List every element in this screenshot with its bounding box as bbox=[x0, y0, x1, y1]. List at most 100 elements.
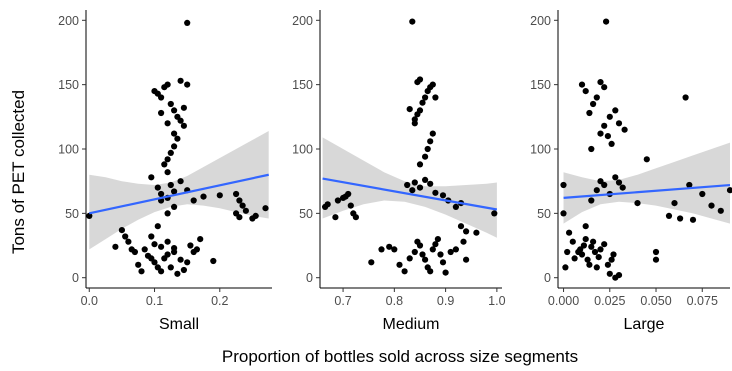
scatter-point bbox=[386, 243, 393, 250]
scatter-point bbox=[416, 242, 424, 249]
scatter-point bbox=[164, 156, 171, 163]
scatter-point bbox=[416, 184, 424, 191]
scatter-point bbox=[604, 261, 612, 268]
scatter-point bbox=[422, 256, 429, 263]
scatter-point bbox=[262, 205, 269, 212]
x-axis-label: Proportion of bottles sold across size s… bbox=[222, 347, 578, 366]
scatter-point bbox=[615, 179, 623, 186]
scatter-point bbox=[236, 214, 243, 221]
scatter-point bbox=[566, 229, 573, 236]
scatter-point bbox=[460, 238, 467, 245]
confidence-band bbox=[322, 137, 497, 238]
scatter-point bbox=[424, 145, 431, 153]
scatter-point bbox=[236, 197, 243, 204]
facet-x-label: Small bbox=[159, 316, 199, 333]
x-tick-label: 0.000 bbox=[548, 294, 579, 308]
x-tick-label: 0.075 bbox=[687, 294, 718, 308]
scatter-point bbox=[118, 227, 125, 234]
scatter-point bbox=[401, 268, 408, 275]
scatter-point bbox=[171, 107, 178, 114]
y-tick-label: 100 bbox=[530, 143, 551, 157]
scatter-point bbox=[601, 122, 608, 129]
scatter-point bbox=[590, 100, 597, 108]
y-tick-label: 50 bbox=[537, 207, 551, 221]
scatter-point bbox=[193, 246, 200, 253]
scatter-point bbox=[141, 246, 148, 253]
scatter-point bbox=[406, 255, 413, 262]
trend-line bbox=[563, 183, 730, 200]
scatter-point bbox=[578, 251, 586, 258]
scatter-point bbox=[167, 149, 174, 156]
scatter-point bbox=[154, 184, 161, 191]
scatter-point bbox=[588, 145, 595, 153]
scatter-point bbox=[597, 79, 604, 86]
x-tick-label: 0.9 bbox=[437, 294, 454, 308]
scatter-point bbox=[125, 238, 132, 245]
scatter-point bbox=[652, 248, 660, 256]
scatter-point bbox=[588, 197, 595, 204]
scatter-point bbox=[171, 188, 178, 195]
scatter-point bbox=[717, 207, 724, 214]
scatter-point bbox=[595, 254, 602, 261]
scatter-point bbox=[597, 130, 604, 137]
y-tick-label: 100 bbox=[292, 143, 313, 157]
scatter-point bbox=[161, 255, 168, 262]
facet-panels: 0 50 100 150 200 0.0 0.1 0.2 Small 0 50 100 150 200 0.… bbox=[58, 10, 732, 333]
scatter-point bbox=[442, 269, 449, 276]
scatter-point bbox=[584, 256, 591, 263]
scatter-point bbox=[409, 187, 416, 194]
scatter-point bbox=[569, 238, 576, 245]
scatter-point bbox=[612, 174, 619, 181]
scatter-point bbox=[593, 264, 600, 271]
scatter-point bbox=[151, 259, 158, 266]
scatter-point bbox=[332, 214, 339, 221]
scatter-point bbox=[610, 251, 617, 258]
scatter-point bbox=[432, 189, 439, 196]
scatter-point bbox=[171, 130, 178, 137]
scatter-point bbox=[577, 246, 584, 253]
scatter-point bbox=[174, 270, 181, 277]
scatter-point bbox=[252, 212, 259, 219]
scatter-point bbox=[597, 246, 604, 253]
scatter-point bbox=[452, 246, 459, 253]
scatter-point bbox=[151, 241, 158, 248]
x-tick-label: 0.7 bbox=[334, 294, 351, 308]
y-axis-label: Tons of PET collected bbox=[9, 90, 28, 254]
y-tick-label: 150 bbox=[530, 78, 551, 92]
scatter-point bbox=[432, 94, 439, 101]
scatter-point bbox=[180, 266, 187, 274]
scatter-point bbox=[167, 181, 174, 189]
scatter-point bbox=[86, 212, 93, 219]
scatter-point bbox=[463, 256, 470, 263]
scatter-point bbox=[588, 243, 595, 250]
y-tick-label: 200 bbox=[58, 14, 79, 28]
scatter-point bbox=[447, 248, 454, 256]
scatter-point bbox=[671, 200, 678, 207]
scatter-point bbox=[154, 223, 161, 230]
scatter-point bbox=[164, 169, 171, 176]
scatter-point bbox=[184, 259, 191, 266]
scatter-point bbox=[590, 238, 597, 245]
scatter-point bbox=[200, 193, 207, 200]
trend-line bbox=[322, 177, 498, 211]
facet-x-label: Large bbox=[624, 316, 665, 333]
scatter-point bbox=[593, 187, 600, 194]
scatter-point bbox=[167, 264, 174, 271]
scatter-point bbox=[135, 261, 142, 268]
scatter-point bbox=[491, 210, 498, 217]
scatter-point bbox=[391, 246, 398, 253]
scatter-point bbox=[582, 223, 589, 230]
scatter-point bbox=[177, 117, 184, 124]
scatter-point bbox=[334, 197, 341, 204]
scatter-point bbox=[686, 181, 693, 189]
scatter-point bbox=[615, 120, 623, 127]
facet-x-label: Medium bbox=[383, 316, 440, 333]
facet-panel-large: 0 50 100 150 200 0.000 0.025 0.050 0.075 Large bbox=[530, 10, 732, 333]
scatter-point bbox=[429, 130, 436, 137]
scatter-point bbox=[416, 76, 424, 83]
scatter-point bbox=[612, 107, 619, 114]
scatter-point bbox=[562, 264, 569, 271]
scatter-point bbox=[682, 94, 689, 101]
scatter-point bbox=[621, 126, 628, 133]
